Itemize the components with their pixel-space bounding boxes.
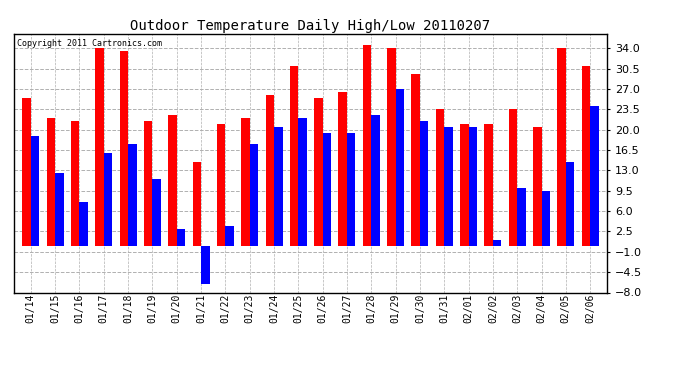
Bar bbox=[493, 240, 502, 246]
Bar bbox=[128, 144, 137, 246]
Bar bbox=[152, 179, 161, 246]
Bar bbox=[371, 115, 380, 246]
Bar bbox=[298, 118, 307, 246]
Bar bbox=[395, 89, 404, 246]
Bar bbox=[558, 48, 566, 246]
Bar bbox=[55, 173, 63, 246]
Bar bbox=[363, 45, 371, 246]
Bar bbox=[436, 110, 444, 246]
Bar bbox=[226, 226, 234, 246]
Bar bbox=[177, 228, 185, 246]
Bar bbox=[144, 121, 152, 246]
Bar bbox=[590, 106, 599, 246]
Bar bbox=[566, 162, 574, 246]
Bar bbox=[104, 153, 112, 246]
Bar bbox=[533, 127, 542, 246]
Bar bbox=[119, 51, 128, 246]
Bar bbox=[339, 92, 347, 246]
Bar bbox=[444, 127, 453, 246]
Bar bbox=[71, 121, 79, 246]
Bar bbox=[484, 124, 493, 246]
Bar bbox=[387, 48, 395, 246]
Bar bbox=[460, 124, 469, 246]
Bar bbox=[95, 48, 104, 246]
Bar bbox=[47, 118, 55, 246]
Bar bbox=[323, 133, 331, 246]
Bar bbox=[542, 191, 550, 246]
Bar bbox=[420, 121, 428, 246]
Bar bbox=[22, 98, 31, 246]
Bar bbox=[274, 127, 282, 246]
Bar bbox=[266, 95, 274, 246]
Bar bbox=[79, 202, 88, 246]
Bar bbox=[290, 66, 298, 246]
Title: Outdoor Temperature Daily High/Low 20110207: Outdoor Temperature Daily High/Low 20110… bbox=[130, 19, 491, 33]
Text: Copyright 2011 Cartronics.com: Copyright 2011 Cartronics.com bbox=[17, 39, 161, 48]
Bar bbox=[347, 133, 355, 246]
Bar bbox=[241, 118, 250, 246]
Bar bbox=[469, 127, 477, 246]
Bar bbox=[193, 162, 201, 246]
Bar bbox=[201, 246, 210, 284]
Bar bbox=[509, 110, 518, 246]
Bar bbox=[518, 188, 526, 246]
Bar bbox=[217, 124, 226, 246]
Bar bbox=[250, 144, 258, 246]
Bar bbox=[582, 66, 590, 246]
Bar bbox=[314, 98, 323, 246]
Bar bbox=[168, 115, 177, 246]
Bar bbox=[411, 75, 420, 246]
Bar bbox=[31, 135, 39, 246]
